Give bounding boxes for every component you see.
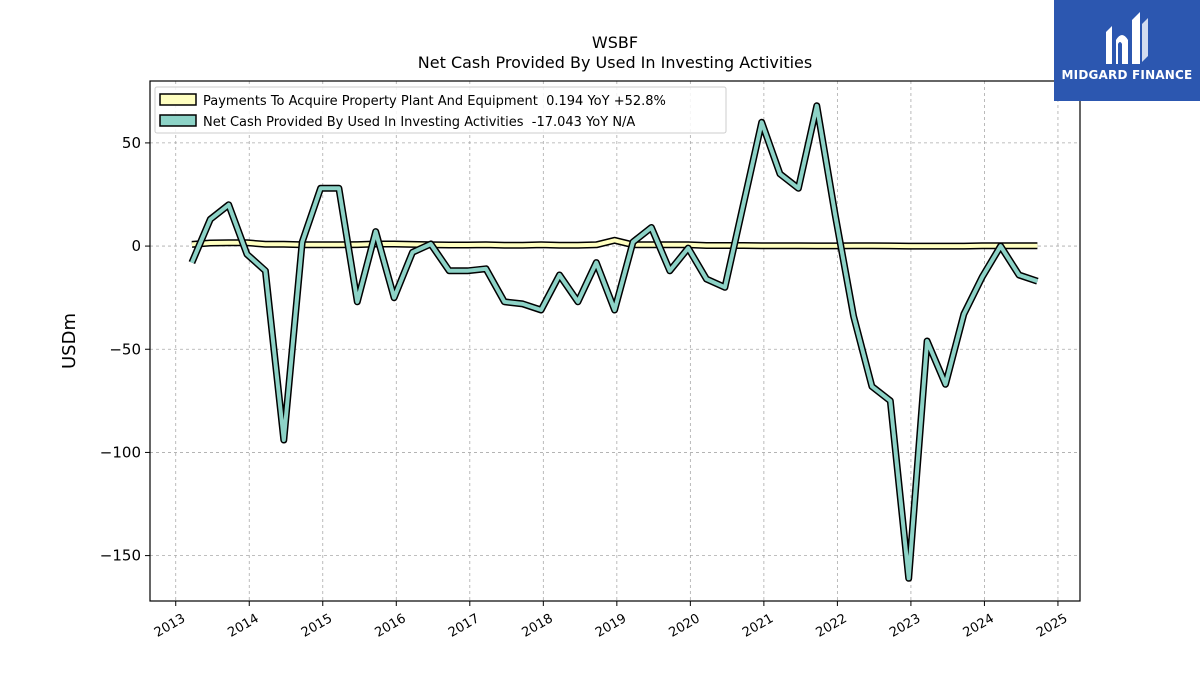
legend: Payments To Acquire Property Plant And E… bbox=[154, 86, 727, 134]
plot-frame bbox=[149, 80, 1081, 602]
brand-logo-icon bbox=[1106, 12, 1148, 64]
x-tick-label: 2024 bbox=[961, 611, 997, 641]
x-tick-label: 2013 bbox=[152, 611, 188, 641]
y-tick-label: −100 bbox=[100, 443, 141, 461]
x-tick-label: 2023 bbox=[887, 611, 923, 641]
legend-swatch-investing bbox=[159, 114, 197, 127]
x-tick-label: 2016 bbox=[372, 611, 408, 641]
x-tick-label: 2022 bbox=[814, 611, 850, 641]
x-tick-label: 2021 bbox=[740, 611, 776, 641]
brand-logo: MIDGARD FINANCE bbox=[1054, 0, 1200, 101]
legend-swatch-ppe bbox=[159, 93, 197, 106]
x-tick-label: 2015 bbox=[299, 611, 335, 641]
y-tick-label: −150 bbox=[100, 547, 141, 565]
x-tick-label: 2019 bbox=[593, 611, 629, 641]
y-tick-label: 50 bbox=[122, 134, 141, 152]
y-tick-label: 0 bbox=[131, 237, 141, 255]
x-tick-label: 2020 bbox=[667, 611, 703, 641]
brand-name: MIDGARD FINANCE bbox=[1061, 68, 1193, 82]
legend-label-ppe: Payments To Acquire Property Plant And E… bbox=[203, 94, 666, 109]
y-axis-label: USDm bbox=[59, 313, 80, 369]
series-lines bbox=[188, 102, 1039, 582]
chart-title: WSBF bbox=[592, 33, 638, 52]
legend-box bbox=[154, 86, 727, 134]
x-tick-label: 2017 bbox=[446, 611, 482, 641]
legend-label-investing: Net Cash Provided By Used In Investing A… bbox=[203, 115, 635, 130]
x-tick-label: 2014 bbox=[225, 611, 261, 641]
x-tick-label: 2018 bbox=[519, 611, 555, 641]
investing-series-line bbox=[190, 103, 1039, 581]
y-tick-label: −50 bbox=[109, 340, 141, 358]
ppe-series-line bbox=[191, 238, 1038, 249]
x-tick-label: 2025 bbox=[1034, 611, 1070, 641]
chart-subtitle: Net Cash Provided By Used In Investing A… bbox=[418, 53, 812, 72]
